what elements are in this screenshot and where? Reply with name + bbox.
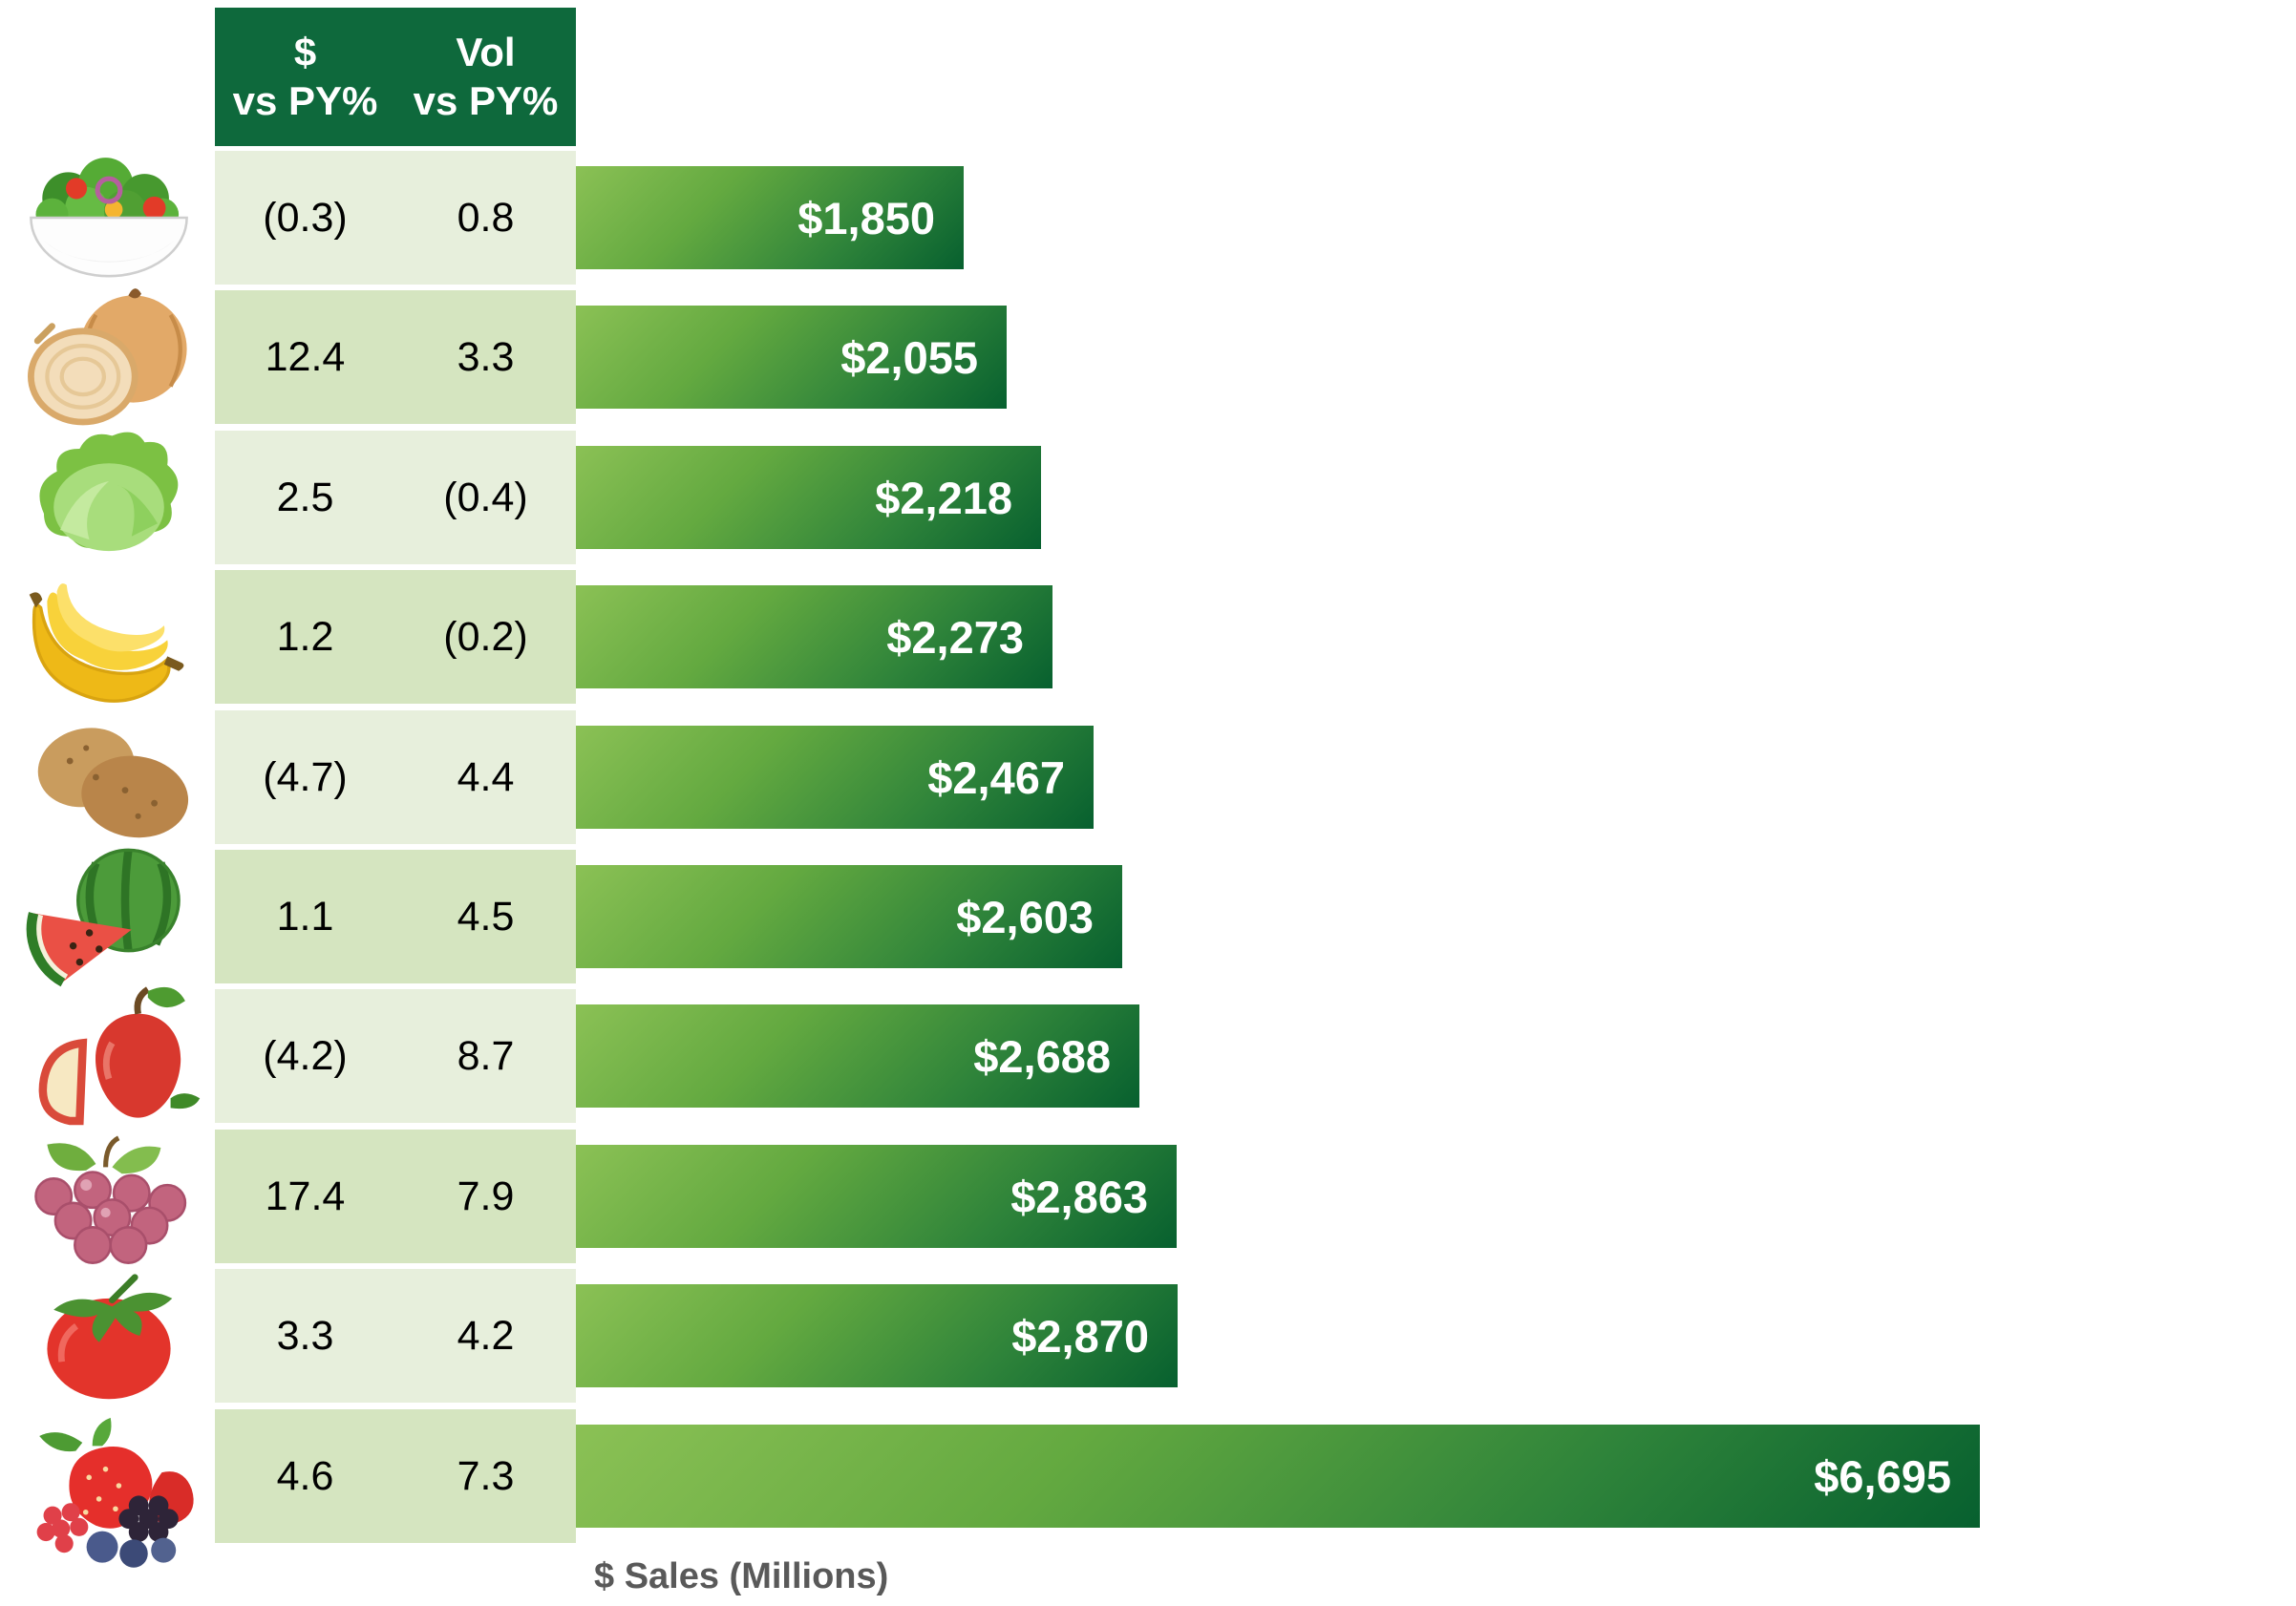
tomato-icon <box>10 1255 208 1417</box>
grapes-icon <box>10 1115 208 1278</box>
vol-vs-py-value: 4.5 <box>457 893 515 940</box>
onion-icon <box>10 276 208 438</box>
watermelon-icon <box>10 835 208 998</box>
sales-value-label: $2,055 <box>840 331 978 383</box>
row-cells: (0.3) 0.8 <box>215 151 576 285</box>
vol-vs-py-value: 0.8 <box>457 194 515 241</box>
table-row: 1.2 (0.2) $2,273 <box>0 570 2296 704</box>
sales-value-label: $2,218 <box>875 472 1012 523</box>
table-row: 17.4 7.9 $2,863 <box>0 1130 2296 1264</box>
sales-value-label: $1,850 <box>797 192 935 243</box>
vol-vs-py-value: 4.4 <box>457 753 515 800</box>
vol-vs-py-value: (0.4) <box>443 474 528 520</box>
dollar-vs-py-value: 1.2 <box>276 613 334 660</box>
salad-icon <box>10 137 208 299</box>
sales-value-label: $2,467 <box>927 751 1065 803</box>
apple-icon <box>10 975 208 1137</box>
row-cells: (4.7) 4.4 <box>215 710 576 844</box>
header-vol-line2: vs PY% <box>413 77 559 123</box>
row-cells: (4.2) 8.7 <box>215 989 576 1123</box>
vol-vs-py-value: 7.9 <box>457 1173 515 1219</box>
table-row: 3.3 4.2 $2,870 <box>0 1269 2296 1403</box>
sales-bar: $1,850 <box>576 166 964 269</box>
sales-bar: $2,467 <box>576 726 1094 829</box>
sales-value-label: $2,273 <box>886 611 1024 663</box>
sales-bar: $2,218 <box>576 446 1041 549</box>
sales-value-label: $2,863 <box>1010 1171 1148 1222</box>
table-row: 1.1 4.5 $2,603 <box>0 848 2296 987</box>
potato-icon <box>10 696 208 858</box>
dollar-vs-py-value: 17.4 <box>265 1173 346 1219</box>
x-axis-title: $ Sales (Millions) <box>594 1556 889 1596</box>
dollar-vs-py-value: (4.2) <box>263 1032 348 1079</box>
sales-bar: $2,603 <box>576 865 1122 968</box>
table-row: 4.6 7.3 $6,695 <box>0 1409 2296 1568</box>
dollar-vs-py-value: (4.7) <box>263 753 348 800</box>
dollar-vs-py-value: 2.5 <box>276 474 334 520</box>
row-cells: 1.1 4.5 <box>215 850 576 983</box>
vol-vs-py-value: 7.3 <box>457 1452 515 1499</box>
sales-value-label: $6,695 <box>1814 1450 1951 1502</box>
dollar-vs-py-value: 1.1 <box>276 893 334 940</box>
table-row: 12.4 3.3 $2,055 <box>0 288 2296 426</box>
dollar-vs-py-value: 3.3 <box>276 1312 334 1359</box>
header-vol-line1: Vol <box>456 30 516 75</box>
row-cells: 3.3 4.2 <box>215 1269 576 1403</box>
lettuce-icon <box>10 416 208 579</box>
sales-bar: $2,688 <box>576 1004 1139 1108</box>
sales-bar: $2,273 <box>576 585 1052 688</box>
sales-value-label: $2,688 <box>973 1030 1111 1082</box>
vol-vs-py-value: 3.3 <box>457 333 515 380</box>
sales-value-label: $2,603 <box>956 891 1094 942</box>
dollar-vs-py-value: 12.4 <box>265 333 346 380</box>
vol-vs-py-value: 4.2 <box>457 1312 515 1359</box>
sales-bar: $2,870 <box>576 1284 1178 1387</box>
berries-icon <box>10 1390 208 1581</box>
table-row: (0.3) 0.8 $1,850 <box>0 151 2296 285</box>
dollar-vs-py-value: 4.6 <box>276 1452 334 1499</box>
banana-icon <box>10 556 208 718</box>
table-row: (4.2) 8.7 $2,688 <box>0 986 2296 1126</box>
table-row: (4.7) 4.4 $2,467 <box>0 710 2296 844</box>
row-cells: 17.4 7.9 <box>215 1130 576 1263</box>
sales-bar: $2,863 <box>576 1145 1177 1248</box>
sales-value-label: $2,870 <box>1011 1310 1149 1362</box>
vol-vs-py-value: (0.2) <box>443 613 528 660</box>
table-row: 2.5 (0.4) $2,218 <box>0 431 2296 564</box>
row-cells: 1.2 (0.2) <box>215 570 576 704</box>
table-header: $ vs PY% Vol vs PY% <box>215 8 576 146</box>
column-header-vol-vs-py: Vol vs PY% <box>395 8 576 146</box>
sales-bar: $2,055 <box>576 306 1007 409</box>
row-cells: 2.5 (0.4) <box>215 431 576 564</box>
sales-bar: $6,695 <box>576 1425 1980 1528</box>
vol-vs-py-value: 8.7 <box>457 1032 515 1079</box>
header-dollar-line2: vs PY% <box>232 77 378 123</box>
row-cells: 4.6 7.3 <box>215 1409 576 1543</box>
row-cells: 12.4 3.3 <box>215 290 576 424</box>
dollar-vs-py-value: (0.3) <box>263 194 348 241</box>
header-dollar-line1: $ <box>293 30 317 75</box>
column-header-dollar-vs-py: $ vs PY% <box>215 8 395 146</box>
